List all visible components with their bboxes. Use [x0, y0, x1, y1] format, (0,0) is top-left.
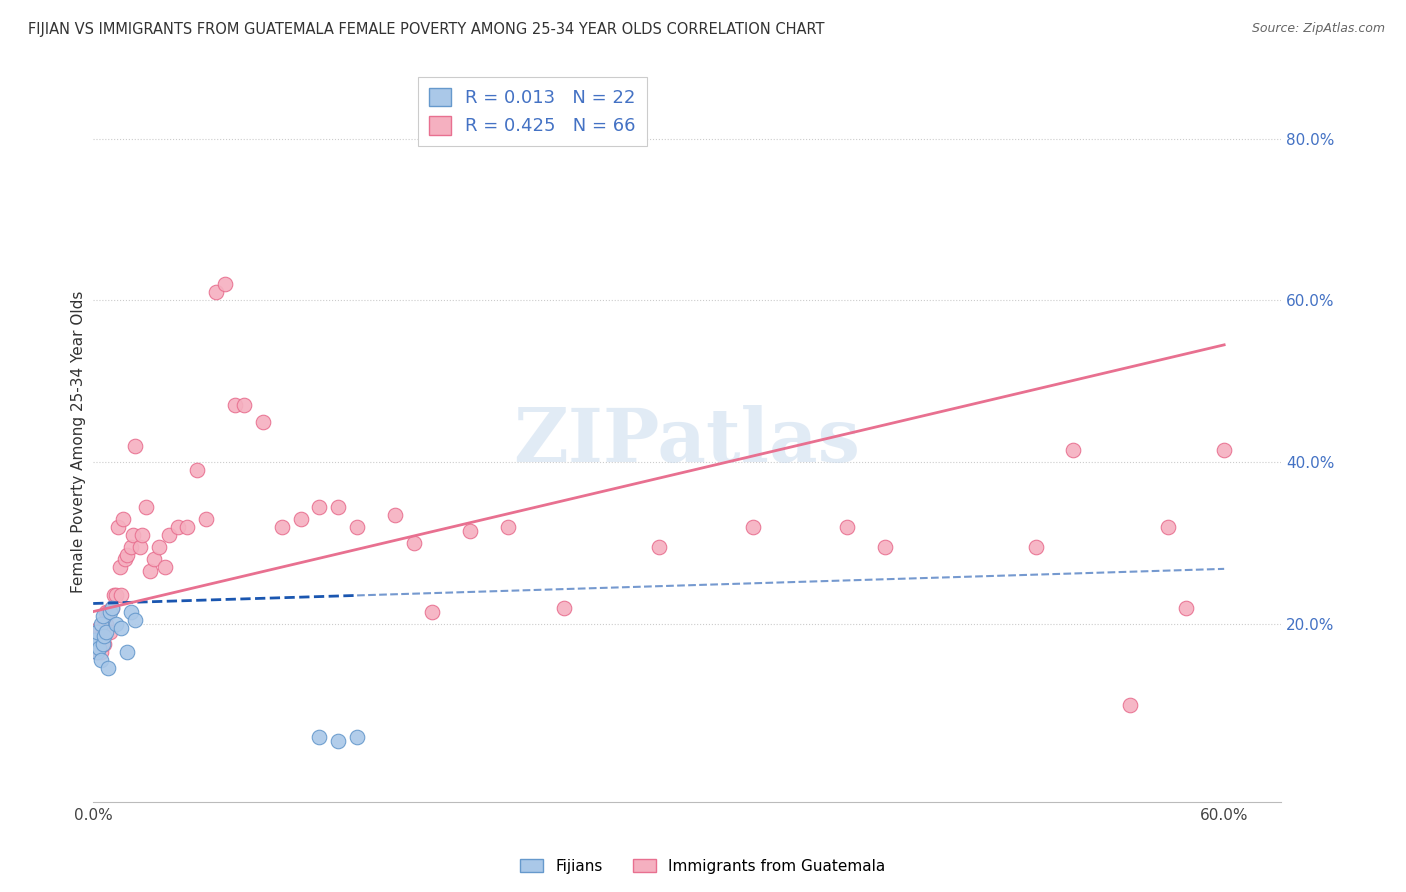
- Point: [120, 540, 142, 554]
- Point: [84, 632, 107, 647]
- Point: [157, 528, 180, 542]
- Point: [346, 730, 368, 744]
- Point: [153, 560, 176, 574]
- Point: [97, 605, 120, 619]
- Point: [91, 608, 114, 623]
- Point: [82, 637, 104, 651]
- Point: [96, 624, 118, 639]
- Point: [110, 589, 132, 603]
- Point: [91, 637, 114, 651]
- Point: [204, 285, 226, 300]
- Point: [422, 605, 444, 619]
- Point: [107, 519, 129, 533]
- Point: [328, 500, 350, 514]
- Point: [87, 621, 110, 635]
- Y-axis label: Female Poverty Among 25-34 Year Olds: Female Poverty Among 25-34 Year Olds: [72, 291, 86, 593]
- Point: [93, 637, 115, 651]
- Point: [91, 637, 114, 651]
- Point: [458, 524, 481, 538]
- Point: [98, 605, 121, 619]
- Point: [112, 511, 135, 525]
- Point: [93, 629, 115, 643]
- Point: [742, 519, 765, 533]
- Point: [233, 399, 256, 413]
- Point: [90, 645, 112, 659]
- Point: [108, 560, 131, 574]
- Point: [104, 589, 127, 603]
- Point: [346, 519, 368, 533]
- Point: [121, 528, 143, 542]
- Point: [82, 637, 104, 651]
- Point: [328, 734, 350, 748]
- Point: [96, 605, 118, 619]
- Point: [131, 528, 153, 542]
- Point: [1025, 540, 1047, 554]
- Point: [124, 439, 146, 453]
- Point: [120, 605, 142, 619]
- Point: [86, 645, 108, 659]
- Point: [87, 640, 110, 655]
- Point: [115, 548, 138, 562]
- Point: [90, 616, 112, 631]
- Point: [214, 277, 236, 292]
- Point: [90, 653, 112, 667]
- Point: [148, 540, 170, 554]
- Point: [224, 399, 246, 413]
- Point: [384, 508, 406, 522]
- Point: [195, 511, 218, 525]
- Text: Source: ZipAtlas.com: Source: ZipAtlas.com: [1251, 22, 1385, 36]
- Point: [252, 415, 274, 429]
- Point: [138, 564, 160, 578]
- Point: [96, 616, 118, 631]
- Point: [837, 519, 859, 533]
- Point: [86, 645, 108, 659]
- Point: [1062, 442, 1084, 457]
- Point: [270, 519, 292, 533]
- Point: [176, 519, 198, 533]
- Point: [873, 540, 896, 554]
- Point: [308, 500, 330, 514]
- Point: [553, 600, 575, 615]
- Point: [1175, 600, 1198, 615]
- Legend: R = 0.013   N = 22, R = 0.425   N = 66: R = 0.013 N = 22, R = 0.425 N = 66: [419, 77, 647, 146]
- Point: [103, 589, 125, 603]
- Point: [129, 540, 152, 554]
- Point: [1213, 442, 1236, 457]
- Point: [91, 621, 114, 635]
- Point: [101, 600, 124, 615]
- Point: [90, 629, 112, 643]
- Text: FIJIAN VS IMMIGRANTS FROM GUATEMALA FEMALE POVERTY AMONG 25-34 YEAR OLDS CORRELA: FIJIAN VS IMMIGRANTS FROM GUATEMALA FEMA…: [28, 22, 825, 37]
- Point: [84, 640, 107, 655]
- Point: [115, 645, 138, 659]
- Point: [142, 552, 165, 566]
- Point: [496, 519, 519, 533]
- Point: [167, 519, 190, 533]
- Point: [186, 463, 208, 477]
- Point: [101, 600, 124, 615]
- Point: [290, 511, 312, 525]
- Point: [84, 624, 107, 639]
- Point: [647, 540, 669, 554]
- Point: [124, 613, 146, 627]
- Point: [402, 536, 425, 550]
- Point: [86, 629, 108, 643]
- Point: [135, 500, 157, 514]
- Point: [97, 661, 120, 675]
- Point: [308, 730, 330, 744]
- Point: [1156, 519, 1178, 533]
- Point: [104, 616, 127, 631]
- Point: [1119, 698, 1142, 712]
- Text: ZIPatlas: ZIPatlas: [513, 405, 860, 478]
- Point: [110, 621, 132, 635]
- Point: [114, 552, 136, 566]
- Point: [98, 624, 121, 639]
- Point: [86, 624, 108, 639]
- Point: [87, 637, 110, 651]
- Legend: Fijians, Immigrants from Guatemala: Fijians, Immigrants from Guatemala: [515, 853, 891, 880]
